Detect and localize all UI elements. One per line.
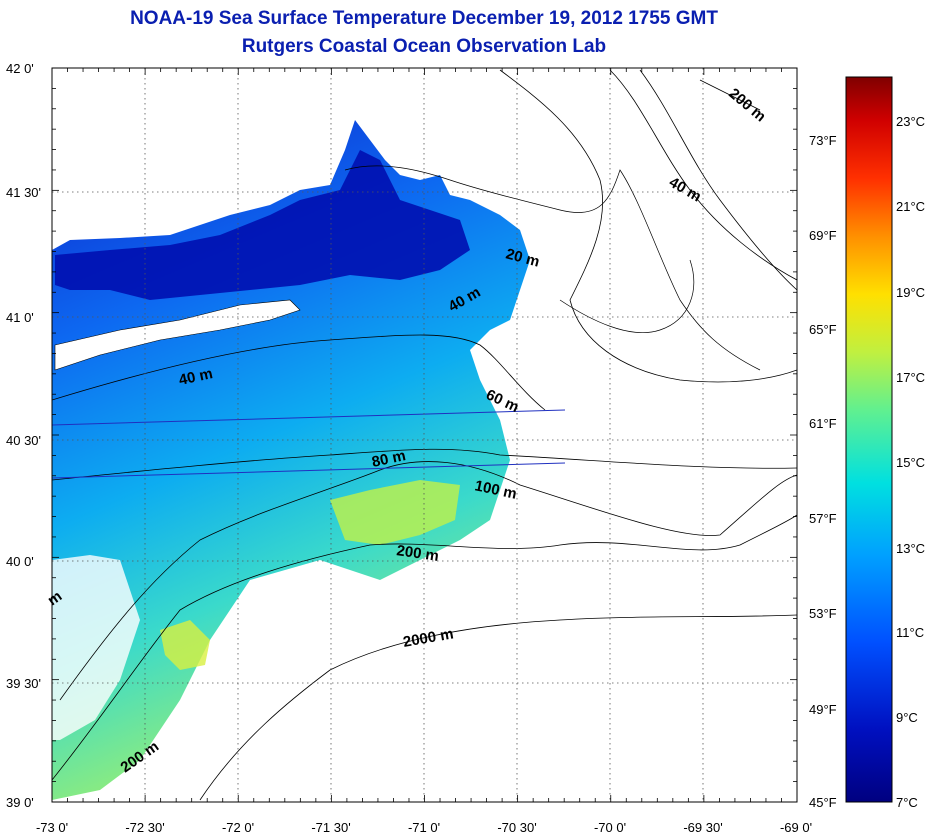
colorbar: 23°C 21°C 19°C 17°C 15°C 13°C 11°C 9°C 7…	[809, 76, 925, 810]
celsius-tick-label: 11°C	[896, 625, 924, 640]
celsius-tick-label: 23°C	[896, 114, 925, 129]
contour-label: 200 m	[395, 542, 439, 565]
sst-warm-patch	[160, 620, 210, 670]
blue-transect-lines	[51, 409, 566, 479]
map-title: NOAA-19 Sea Surface Temperature December…	[130, 8, 718, 29]
lat-tick-label: 39 30'	[6, 676, 41, 691]
land-long-island	[54, 299, 301, 371]
lon-tick-label: -73 0'	[36, 820, 68, 835]
fahrenheit-tick-label: 49°F	[809, 702, 837, 717]
celsius-tick-label: 15°C	[896, 455, 925, 470]
lon-tick-label: -70 30'	[497, 820, 536, 835]
contour-label: 2000 m	[402, 625, 455, 651]
lon-tick-label: -72 0'	[222, 820, 254, 835]
coastline	[344, 165, 761, 371]
fahrenheit-tick-label: 69°F	[809, 228, 837, 243]
celsius-tick-label: 21°C	[896, 199, 925, 214]
fahrenheit-tick-label: 53°F	[809, 606, 837, 621]
graticule	[52, 68, 797, 802]
lon-tick-label: -70 0'	[594, 820, 626, 835]
lon-tick-label: -71 0'	[408, 820, 440, 835]
latitude-labels: 42 0' 41 30' 41 0' 40 30' 40 0' 39 30' 3…	[6, 61, 41, 810]
lat-tick-label: 39 0'	[6, 795, 34, 810]
minor-ticks	[51, 67, 798, 803]
lon-tick-label: -72 30'	[125, 820, 164, 835]
longitude-labels: -73 0' -72 30' -72 0' -71 30' -71 0' -70…	[36, 820, 812, 835]
lon-tick-label: -69 30'	[683, 820, 722, 835]
fahrenheit-tick-label: 57°F	[809, 511, 837, 526]
contour-label: 80 m	[370, 447, 407, 471]
lat-tick-label: 41 30'	[6, 185, 41, 200]
lat-tick-label: 40 0'	[6, 554, 34, 569]
colorbar-fahrenheit-labels: 73°F 69°F 65°F 61°F 57°F 53°F 49°F 45°F	[809, 133, 837, 810]
fahrenheit-tick-label: 73°F	[809, 133, 837, 148]
lat-tick-label: 41 0'	[6, 310, 34, 325]
celsius-tick-label: 7°C	[896, 795, 918, 810]
celsius-tick-label: 17°C	[896, 370, 925, 385]
fahrenheit-tick-label: 45°F	[809, 795, 837, 810]
lat-tick-label: 40 30'	[6, 433, 41, 448]
lat-tick-label: 42 0'	[6, 61, 34, 76]
depth-contours	[52, 69, 797, 801]
sst-warm-shelfbreak	[330, 480, 460, 545]
fahrenheit-tick-label: 65°F	[809, 322, 837, 337]
lon-tick-label: -71 30'	[311, 820, 350, 835]
sst-imagery	[52, 120, 530, 800]
contour-label: 40 m	[177, 365, 214, 389]
fahrenheit-tick-label: 61°F	[809, 416, 837, 431]
map-subtitle: Rutgers Coastal Ocean Observation Lab	[241, 36, 607, 57]
celsius-tick-label: 19°C	[896, 285, 925, 300]
celsius-tick-label: 9°C	[896, 710, 918, 725]
colorbar-ramp	[845, 76, 893, 803]
celsius-tick-label: 13°C	[896, 541, 925, 556]
contour-label: 200 m	[725, 85, 769, 125]
lon-tick-label: -69 0'	[780, 820, 812, 835]
colorbar-celsius-labels: 23°C 21°C 19°C 17°C 15°C 13°C 11°C 9°C 7…	[896, 114, 925, 810]
sst-cloud-gap	[52, 555, 140, 740]
sst-deep-blue-sound	[55, 150, 470, 300]
